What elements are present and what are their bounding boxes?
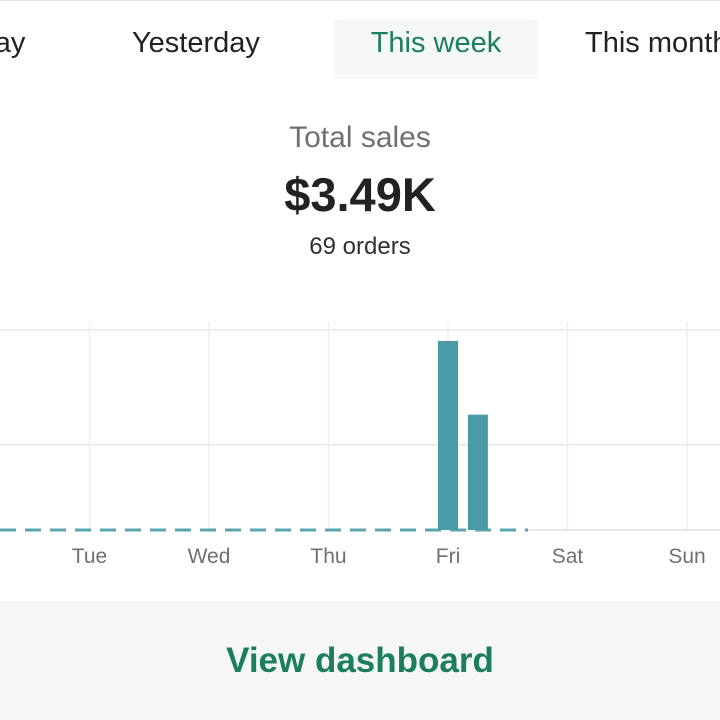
total-sales-label: Total sales: [289, 121, 431, 154]
date-range-tabs: Today Yesterday This week This month: [0, 0, 720, 80]
x-tick-label: Sun: [668, 545, 705, 568]
sales-summary: Total sales $3.49K 69 orders: [0, 118, 720, 262]
x-tick-label: Tue: [72, 545, 107, 568]
tab-this-month[interactable]: This month: [585, 27, 720, 59]
view-dashboard-button[interactable]: View dashboard: [226, 641, 494, 680]
orders-count: 69 orders: [309, 233, 411, 260]
total-sales-value: $3.49K: [284, 168, 436, 221]
footer: View dashboard: [0, 602, 720, 720]
weekly-sales-chart: Tue Wed Thu Fri Sat Sun: [0, 322, 720, 568]
bar: [438, 340, 458, 530]
x-tick-label: Fri: [436, 545, 461, 568]
tab-yesterday[interactable]: Yesterday: [132, 27, 260, 59]
x-tick-label: Sat: [552, 545, 584, 568]
bar: [467, 414, 488, 530]
x-tick-label: Wed: [188, 545, 231, 568]
tab-this-week[interactable]: This week: [334, 19, 538, 79]
x-tick-label: Thu: [310, 545, 346, 568]
tab-today[interactable]: Today: [0, 27, 26, 59]
